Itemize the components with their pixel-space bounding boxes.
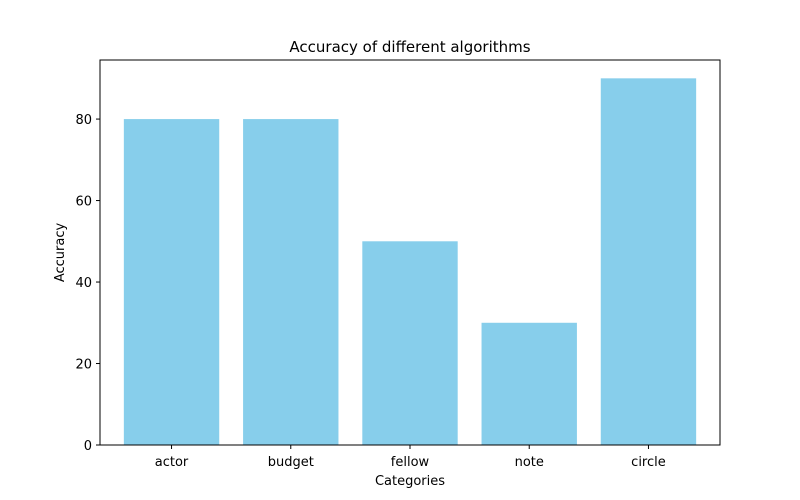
x-axis-label: Categories (375, 474, 445, 489)
x-tick-label: actor (155, 455, 189, 470)
bar-budget (243, 119, 339, 446)
bar-fellow (362, 241, 458, 445)
y-tick-label: 80 (75, 113, 92, 128)
x-tick-label: fellow (391, 455, 430, 470)
y-tick-label: 0 (84, 439, 92, 454)
x-tick-label: budget (268, 455, 314, 470)
ticks-layer: actor budget fellow note circle 0 20 40 60 80 (75, 113, 665, 470)
chart-title: Accuracy of different algorithms (289, 38, 530, 56)
y-tick-label: 60 (75, 195, 92, 210)
plot-area-frame (99, 59, 721, 446)
bar-note (481, 322, 577, 445)
y-tick-label: 40 (75, 276, 92, 291)
y-tick-label: 20 (75, 358, 92, 373)
bar-circle (600, 78, 697, 445)
bar-actor (123, 119, 220, 446)
x-tick-label: note (515, 455, 544, 470)
y-axis-label: Accuracy (53, 223, 68, 283)
x-tick-label: circle (631, 455, 666, 470)
bars-layer (123, 78, 697, 446)
